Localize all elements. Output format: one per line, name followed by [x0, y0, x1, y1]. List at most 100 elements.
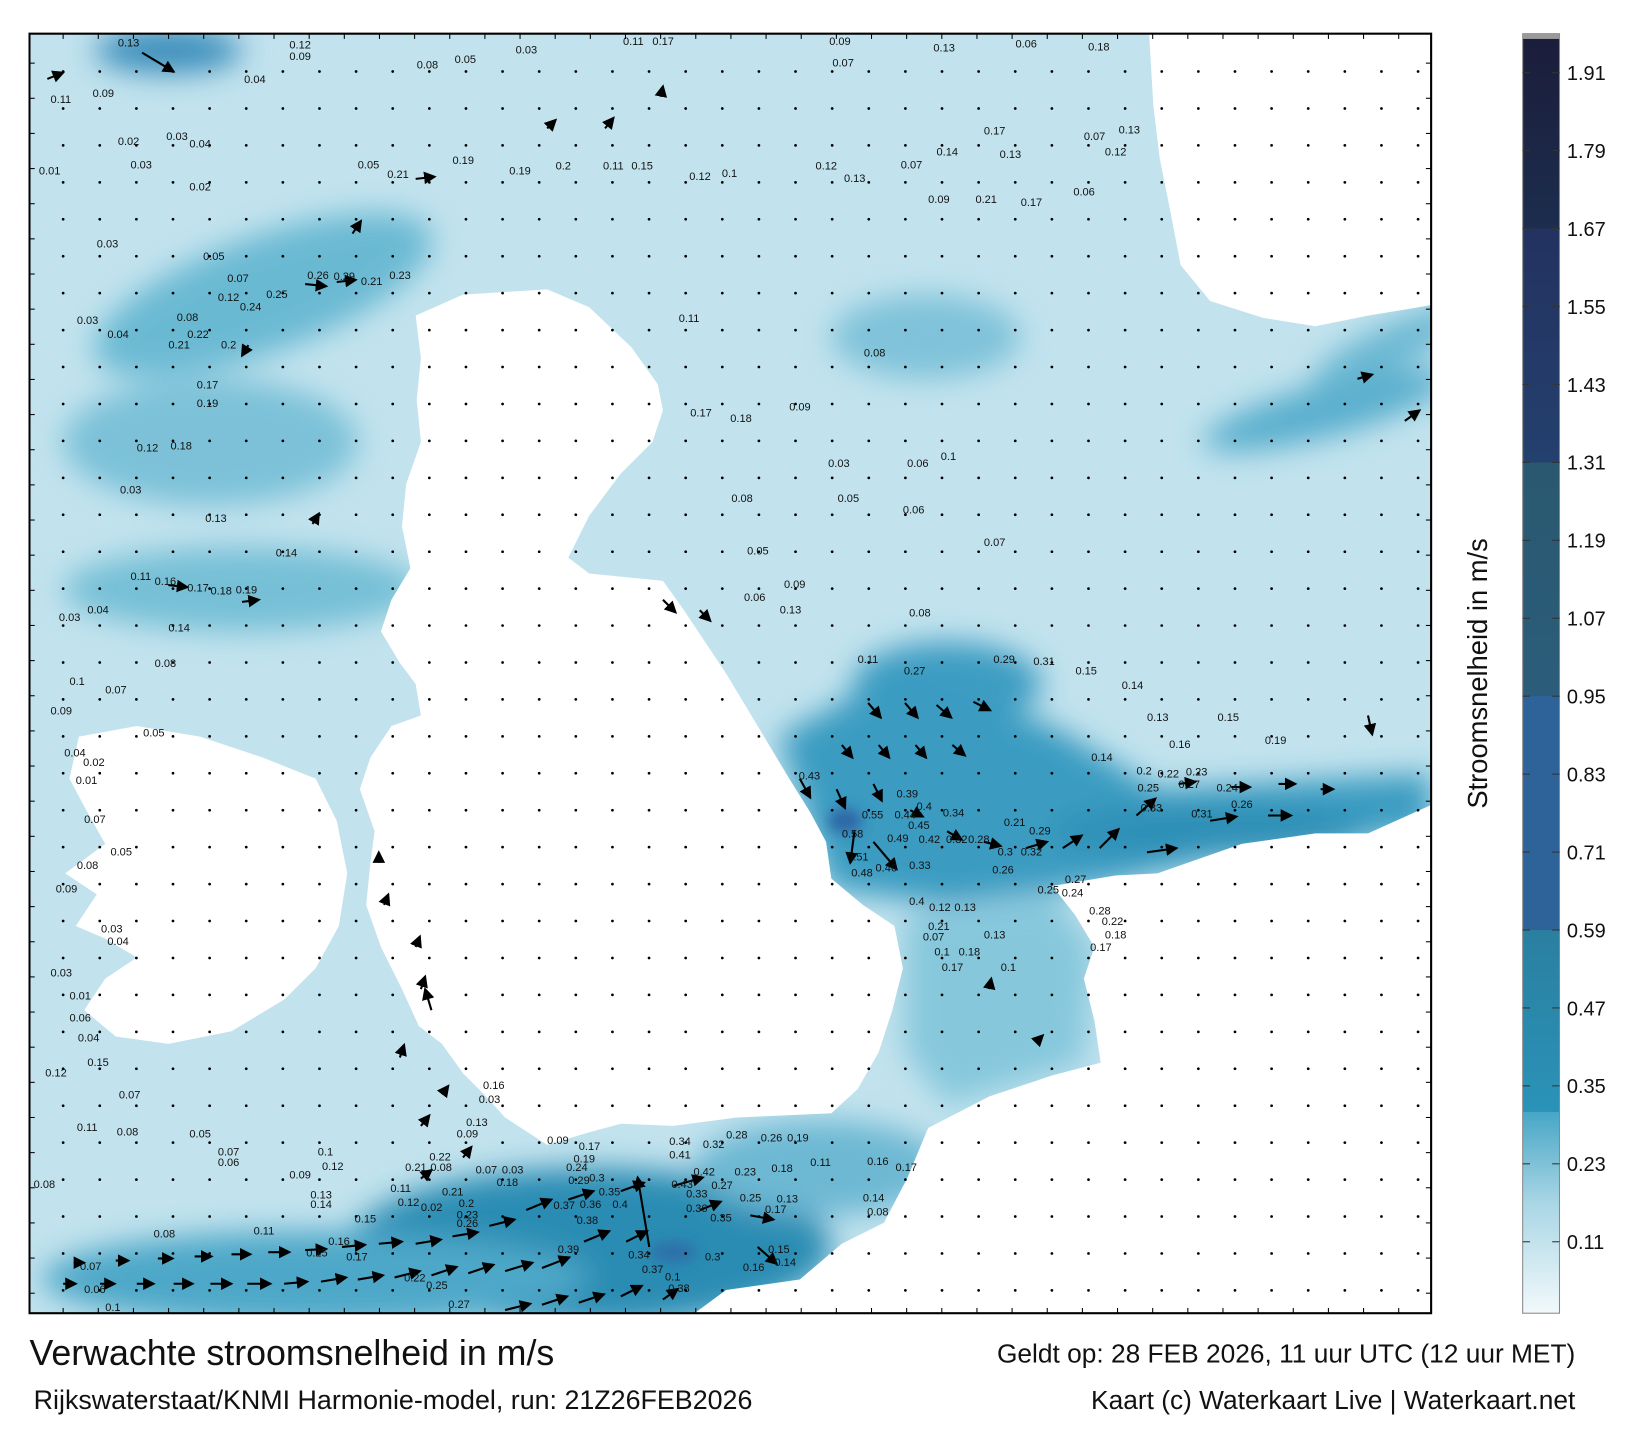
grid-dot	[244, 1030, 248, 1034]
grid-dot	[1380, 70, 1383, 73]
grid-dot	[427, 1030, 431, 1034]
colorbar-tick-label: 1.79	[1567, 141, 1606, 163]
grid-dot	[757, 624, 761, 627]
speed-label: 0.16	[328, 1236, 349, 1248]
grid-dot	[830, 734, 834, 738]
speed-label: 0.28	[726, 1130, 747, 1142]
speed-label: 0.07	[901, 159, 922, 171]
current-arrow	[46, 70, 66, 83]
grid-dot	[684, 734, 688, 738]
grid-dot	[244, 291, 248, 295]
speed-label: 0.16	[743, 1262, 764, 1274]
grid-dot	[684, 1289, 688, 1292]
grid-dot	[794, 439, 797, 443]
grid-dot	[1306, 217, 1310, 221]
grid-dot	[1343, 1215, 1347, 1218]
map-area[interactable]: 0.13 0.120.090.11 0.170.030.08 0.050.040.09…	[29, 27, 1474, 1325]
grid-dot	[1160, 107, 1164, 110]
speed-label: 0.01	[69, 991, 90, 1003]
grid-dot	[1416, 254, 1420, 258]
grid-dot	[684, 1141, 688, 1145]
grid-dot	[647, 513, 651, 517]
grid-dot	[1343, 1104, 1347, 1108]
speed-label: 0.07	[105, 684, 126, 696]
grid-dot	[171, 1141, 175, 1145]
grid-dot	[794, 919, 797, 923]
grid-dot	[647, 919, 651, 923]
grid-dot	[501, 107, 504, 110]
grid-dot	[427, 291, 431, 295]
grid-dot	[1160, 1178, 1164, 1181]
grid-dot	[61, 845, 65, 849]
grid-dot	[244, 402, 248, 406]
grid-dot	[1013, 180, 1017, 184]
grid-dot	[1050, 291, 1054, 295]
colorbar-gradient	[1522, 33, 1561, 1314]
grid-dot	[61, 513, 65, 517]
speed-label: 0.18	[959, 946, 980, 958]
grid-dot	[1050, 550, 1054, 554]
speed-label: 0.18	[1105, 930, 1126, 942]
grid-dot	[904, 1141, 907, 1145]
grid-dot	[647, 734, 651, 738]
grid-dot	[720, 1215, 724, 1218]
speed-label: 0.12	[322, 1161, 343, 1173]
grid-dot	[1160, 698, 1164, 701]
grid-dot	[830, 180, 834, 184]
grid-dot	[1306, 919, 1310, 923]
grid-dot	[537, 587, 541, 590]
grid-dot	[1306, 624, 1310, 627]
current-arrows	[46, 51, 1422, 1313]
speed-label: 0.13	[1119, 125, 1140, 137]
grid-dot	[574, 919, 578, 923]
map-credit: Kaart (c) Waterkaart Live | Waterkaart.n…	[1091, 1385, 1576, 1415]
grid-dot	[208, 1252, 211, 1255]
grid-dot	[1270, 882, 1273, 886]
grid-dot	[391, 1252, 395, 1255]
grid-dot	[354, 550, 358, 554]
grid-dot	[61, 919, 65, 923]
grid-dot	[611, 1178, 614, 1181]
grid-dot	[977, 439, 981, 443]
current-arrow	[422, 987, 435, 1011]
speed-label: 0.29	[1029, 825, 1050, 837]
grid-dot	[757, 1252, 761, 1255]
grid-dot	[98, 993, 102, 997]
speed-label: 0.15	[768, 1244, 789, 1256]
grid-dot	[244, 587, 248, 590]
grid-dot	[940, 882, 944, 886]
grid-dot	[1050, 1289, 1054, 1292]
grid-dot	[1123, 845, 1127, 849]
speed-label: 0.05	[455, 54, 476, 66]
grid-dot	[244, 624, 248, 627]
grid-dot	[1270, 587, 1273, 590]
grid-dot	[1160, 254, 1164, 258]
speed-label: 0.42	[693, 1166, 714, 1178]
grid-dot	[208, 1141, 211, 1145]
current-arrow	[699, 1199, 723, 1212]
grid-dot	[354, 808, 358, 812]
grid-dot	[977, 587, 981, 590]
grid-dot	[427, 624, 431, 627]
colorbar: 1.911.791.671.551.431.311.191.070.950.83…	[1462, 33, 1606, 1314]
grid-dot	[61, 402, 65, 406]
grid-dot	[611, 919, 614, 923]
grid-dot	[904, 698, 907, 701]
current-arrow	[620, 1180, 646, 1193]
speed-label: 0.1	[665, 1272, 680, 1284]
colorbar-tick-label: 1.19	[1567, 531, 1606, 553]
grid-dot	[537, 180, 541, 184]
grid-dot	[611, 587, 614, 590]
speed-label: 0.07	[832, 57, 853, 69]
speed-label: 0.19	[197, 398, 218, 410]
grid-dot	[1087, 476, 1090, 480]
grid-dot	[61, 882, 65, 886]
grid-dot	[1380, 661, 1383, 664]
grid-dot	[61, 550, 65, 554]
grid-dot	[135, 1104, 138, 1108]
grid-dot	[244, 1104, 248, 1108]
current-arrow	[845, 831, 858, 865]
grid-dot	[977, 291, 981, 295]
grid-dot	[1306, 845, 1310, 849]
grid-dot	[574, 1067, 578, 1071]
